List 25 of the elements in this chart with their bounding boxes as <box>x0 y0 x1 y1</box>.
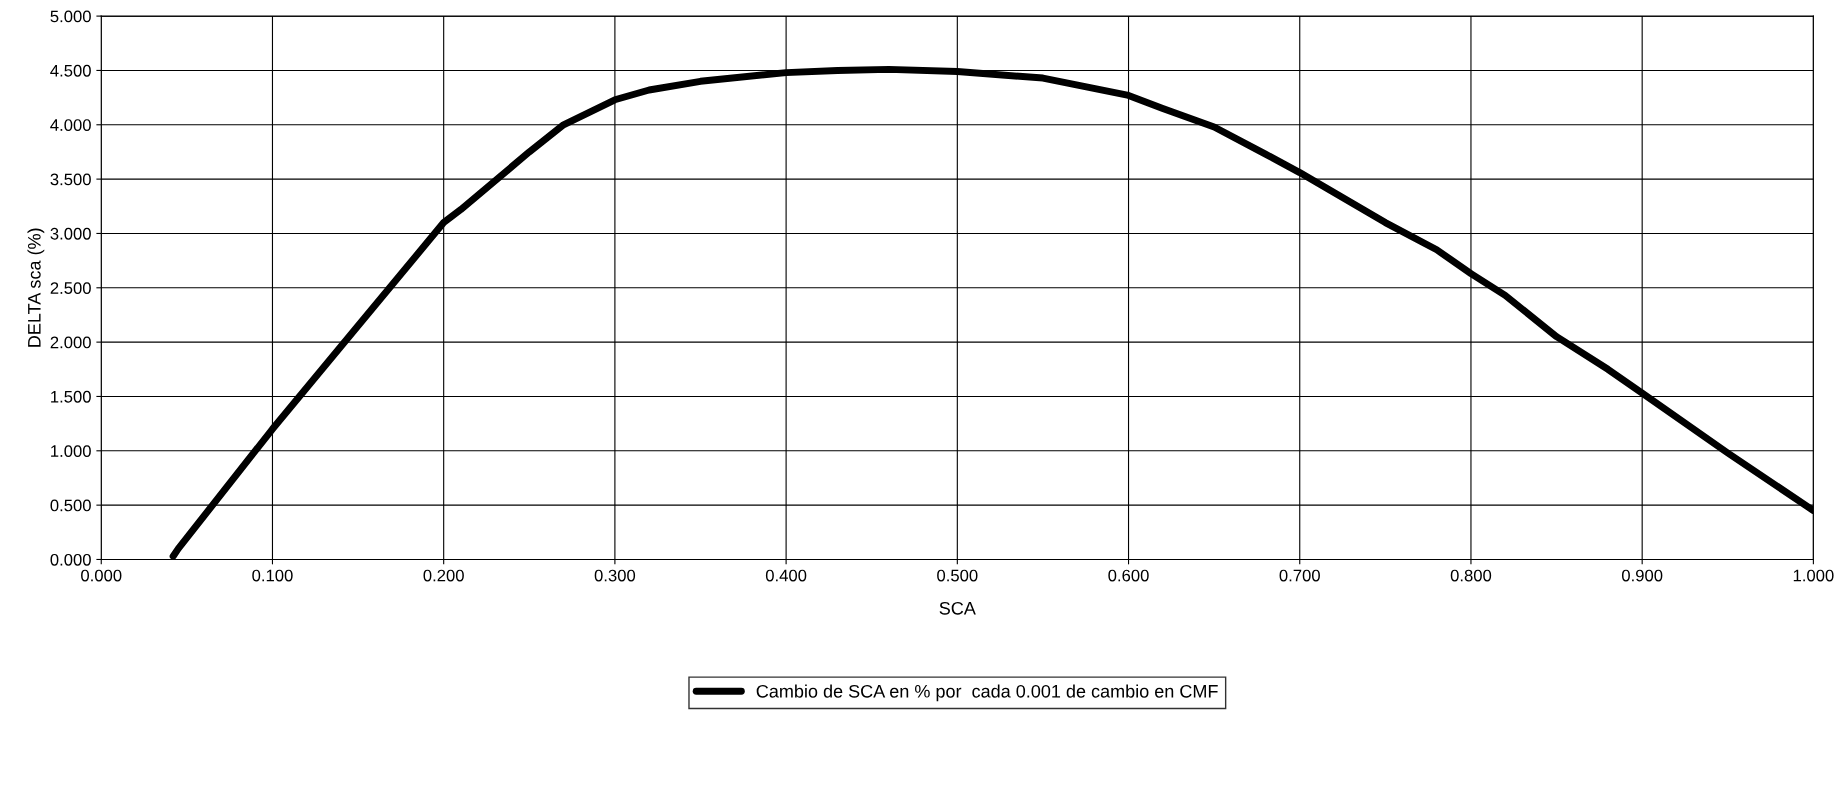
y-tick-label: 2.000 <box>50 336 91 349</box>
x-tick-label: 0.300 <box>594 569 636 582</box>
x-tick-label: 0.100 <box>252 569 293 582</box>
x-axis-title: SCA <box>939 601 976 615</box>
y-tick-label: 0.500 <box>50 499 91 512</box>
y-axis-title: DELTA sca (%) <box>27 228 45 347</box>
legend-label: Cambio de SCA en % por cada 0.001 de cambio en CMF <box>756 684 1218 702</box>
x-tick-label: 0.400 <box>765 569 807 582</box>
x-tick-label: 0.800 <box>1450 569 1492 582</box>
x-tick-label: 0.500 <box>937 569 978 582</box>
x-tick-label: 0.000 <box>81 569 122 582</box>
x-tick-label: 0.200 <box>423 569 464 582</box>
x-tick-label: 0.700 <box>1279 569 1320 582</box>
y-tick-label: 1.500 <box>51 390 91 403</box>
y-tick-label: 5.000 <box>50 10 91 23</box>
y-tick-label: 4.000 <box>50 119 91 131</box>
y-tick-label: 1.000 <box>51 445 91 457</box>
x-tick-label: 1.000 <box>1793 569 1834 582</box>
y-tick-label: 2.500 <box>50 282 91 294</box>
y-tick-label: 4.500 <box>50 64 91 77</box>
x-tick-label: 0.600 <box>1108 569 1149 582</box>
x-tick-label: 0.900 <box>1621 569 1663 582</box>
y-tick-label: 3.500 <box>50 173 91 186</box>
y-tick-label: 3.000 <box>50 227 91 240</box>
y-tick-label: 0.000 <box>50 553 91 566</box>
